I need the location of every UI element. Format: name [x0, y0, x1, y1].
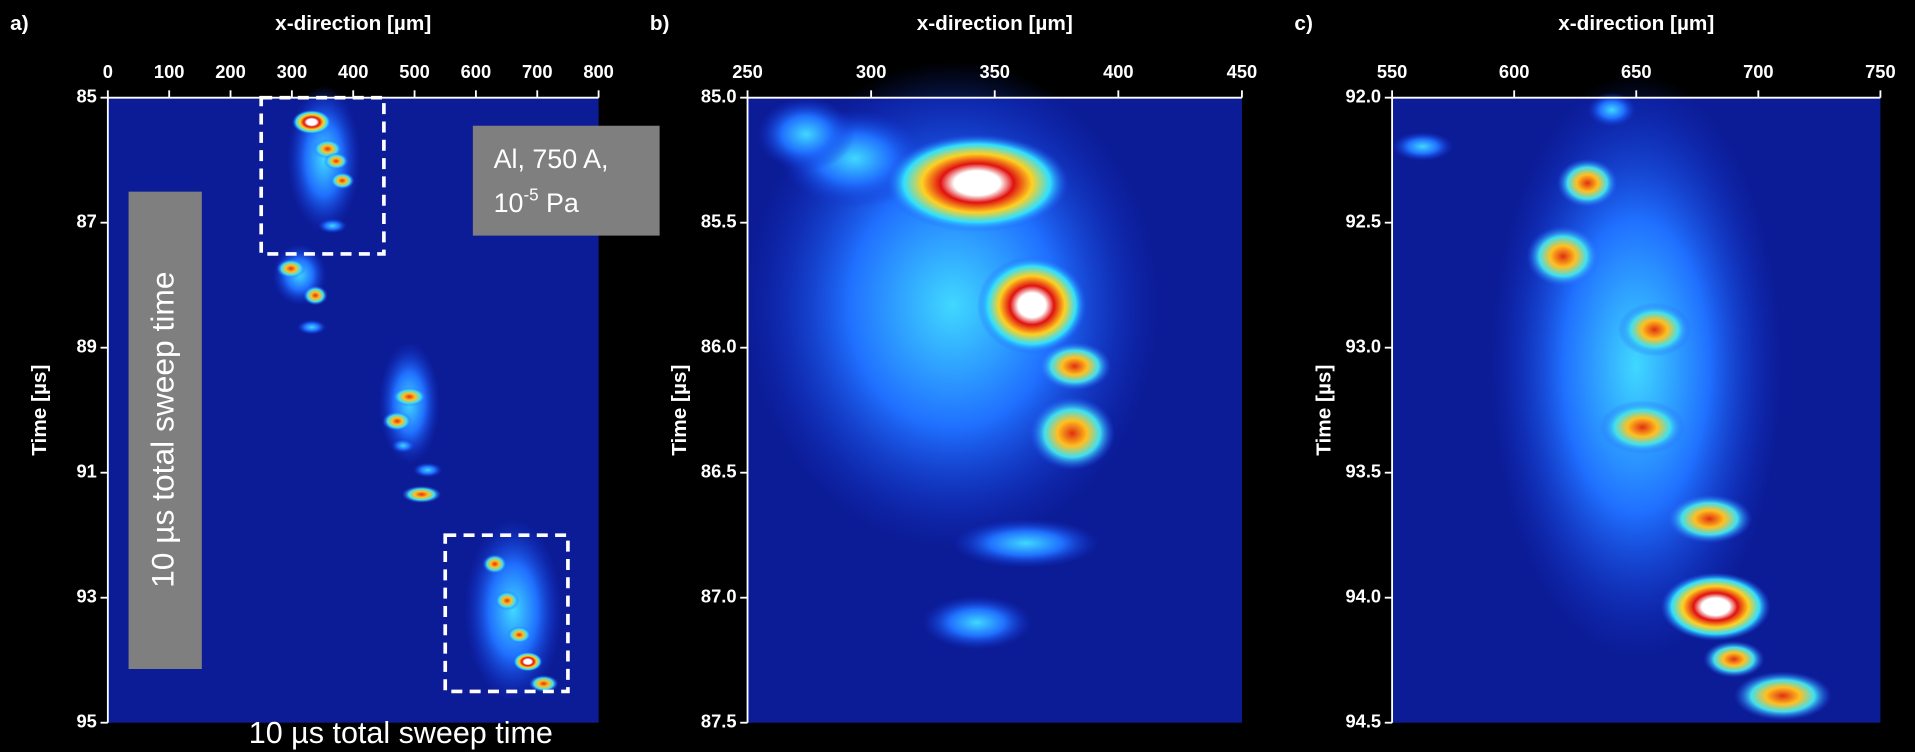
annotations: Al, 750 A, 10-5 Pa 10 µs total sweep time… — [128, 125, 660, 750]
y-tick-label: 92.5 — [1345, 211, 1381, 232]
y-tick-label: 95 — [76, 711, 96, 732]
panel-label: a) — [10, 12, 28, 35]
x-tick-label: 700 — [1743, 61, 1774, 82]
sweep-box — [128, 191, 202, 669]
intensity-blob — [402, 485, 442, 503]
intensity-blob — [1038, 341, 1112, 391]
x-tick-label: 0 — [103, 61, 113, 82]
x-tick-label: 300 — [856, 61, 887, 82]
conditions-text: Al, 750 A, — [494, 144, 609, 174]
x-tick-label: 400 — [338, 61, 369, 82]
intensity-blob — [507, 626, 532, 644]
intensity-blob — [392, 386, 427, 407]
x-tick-label: 450 — [1227, 61, 1258, 82]
x-axis-label: x-direction [µm] — [275, 12, 431, 35]
x-tick-label: 400 — [1103, 61, 1134, 82]
intensity-blob — [303, 285, 328, 306]
x-tick-label: 300 — [277, 61, 308, 82]
intensity-blob — [482, 554, 508, 574]
intensity-blob — [1029, 396, 1115, 470]
intensity-blob — [1660, 572, 1771, 641]
y-tick-label: 93.5 — [1345, 461, 1381, 482]
zoom-box — [259, 95, 386, 256]
x-tick-label: 800 — [583, 61, 614, 82]
intensity-blob — [494, 590, 520, 611]
x-tick-label: 100 — [154, 61, 185, 82]
intensity-blob — [287, 85, 361, 232]
intensity-blob — [1733, 671, 1832, 721]
intensity-blob — [1703, 640, 1765, 678]
intensity-blob — [922, 595, 1032, 650]
intensity-blob — [977, 256, 1087, 355]
pressure-exp: -5 — [523, 185, 538, 204]
y-tick-label: 87.0 — [701, 586, 737, 607]
sweep-vertical: 10 µs total sweep time — [145, 272, 181, 588]
intensity-blob — [1392, 131, 1454, 162]
intensity-blob — [885, 134, 1069, 232]
y-tick-label: 87.5 — [701, 711, 737, 732]
intensity-blob — [529, 675, 559, 693]
intensity-blob — [1526, 225, 1600, 287]
intensity-blob — [1599, 400, 1686, 455]
y-tick-label: 86.0 — [701, 336, 737, 357]
y-axis-label: Time [µs] — [1312, 365, 1335, 456]
intensity-blob — [413, 462, 443, 478]
intensity-blob — [330, 172, 355, 190]
x-tick-label: 650 — [1621, 61, 1652, 82]
intensity-blob — [1666, 494, 1753, 544]
intensity-blob — [513, 651, 543, 672]
y-axis-label: Time [µs] — [668, 365, 691, 456]
y-tick-label: 94.5 — [1345, 711, 1381, 732]
intensity-blob — [317, 218, 348, 234]
zoom-box — [443, 533, 570, 694]
y-tick-label: 93 — [76, 586, 96, 607]
intensity-blob — [382, 411, 412, 431]
intensity-blob — [292, 109, 332, 135]
x-tick-label: 600 — [1499, 61, 1530, 82]
x-tick-label: 350 — [979, 61, 1010, 82]
pressure-base: 10 — [494, 188, 524, 218]
y-axis-label: Time [µs] — [28, 365, 51, 456]
intensity-blob — [1617, 302, 1692, 357]
x-tick-label: 250 — [732, 61, 763, 82]
y-tick-label: 85.5 — [701, 211, 737, 232]
y-tick-label: 85 — [76, 86, 96, 107]
panel-label: b) — [650, 12, 670, 35]
intensity-blob — [1556, 158, 1618, 208]
y-tick-label: 94.0 — [1345, 586, 1381, 607]
y-tick-label: 91 — [76, 461, 96, 482]
x-tick-label: 500 — [399, 61, 430, 82]
y-tick-label: 86.5 — [701, 461, 737, 482]
intensity-blob — [757, 97, 855, 171]
y-tick-label: 87 — [76, 211, 96, 232]
y-tick-label: 85.0 — [701, 86, 737, 107]
x-tick-label: 700 — [522, 61, 553, 82]
x-tick-label: 550 — [1377, 61, 1408, 82]
pressure-unit: Pa — [546, 188, 579, 218]
x-tick-label: 600 — [461, 61, 492, 82]
x-axis-label: x-direction [µm] — [1558, 12, 1714, 35]
intensity-blob — [464, 518, 562, 702]
panel-label: c) — [1294, 12, 1312, 35]
y-tick-label: 89 — [76, 336, 96, 357]
intensity-blob — [276, 258, 306, 279]
intensity-blob — [952, 518, 1100, 568]
sweep-bottom: 10 µs total sweep time — [249, 716, 553, 750]
x-tick-label: 200 — [215, 61, 246, 82]
intensity-blob — [1587, 92, 1637, 127]
intensity-blob — [391, 438, 416, 453]
conditions-box — [472, 125, 660, 236]
intensity-blob — [323, 152, 349, 170]
y-tick-label: 92.0 — [1345, 86, 1381, 107]
pressure-text: 10-5 Pa — [494, 185, 579, 218]
intensity-blob — [1489, 73, 1783, 660]
x-axis-label: x-direction [µm] — [917, 12, 1073, 35]
x-tick-label: 750 — [1865, 61, 1896, 82]
intensity-blob — [297, 319, 327, 335]
y-tick-label: 93.0 — [1345, 336, 1381, 357]
